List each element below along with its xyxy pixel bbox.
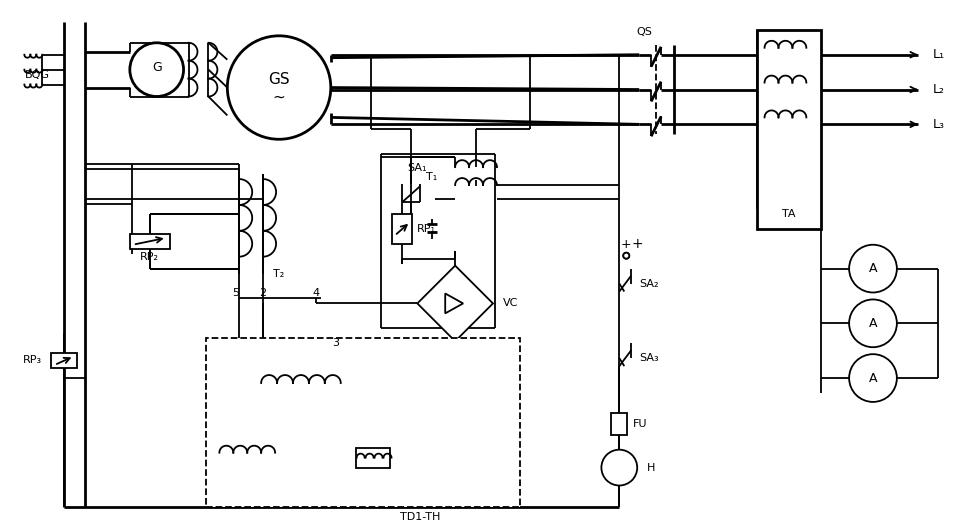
Text: RP₃: RP₃ [23, 355, 43, 365]
Text: A: A [868, 317, 876, 330]
Text: BQG: BQG [24, 70, 49, 79]
Polygon shape [417, 266, 492, 341]
Text: ~: ~ [272, 90, 285, 105]
Bar [756, 30, 821, 229]
Bar [51, 353, 77, 368]
Text: GS: GS [268, 72, 290, 87]
Circle shape [130, 43, 183, 97]
Text: L₂: L₂ [932, 83, 944, 96]
Text: SA₁: SA₁ [407, 163, 426, 173]
Text: +: + [631, 237, 642, 251]
Bar [130, 234, 170, 249]
Text: QS: QS [636, 27, 651, 37]
Polygon shape [445, 293, 462, 313]
Text: 4: 4 [312, 289, 319, 299]
Circle shape [623, 253, 629, 259]
Text: TA: TA [781, 209, 795, 219]
Text: 5: 5 [232, 289, 239, 299]
Text: A: A [868, 262, 876, 275]
Circle shape [848, 300, 896, 347]
Text: VC: VC [502, 299, 517, 309]
Circle shape [227, 36, 330, 139]
Text: TD1-TH: TD1-TH [400, 513, 440, 522]
Bar [206, 338, 519, 507]
Circle shape [848, 354, 896, 402]
Text: 3: 3 [332, 338, 339, 348]
Text: T₂: T₂ [273, 269, 284, 279]
Text: A: A [868, 371, 876, 384]
Text: H: H [646, 462, 655, 473]
Circle shape [848, 245, 896, 292]
Text: 2: 2 [260, 289, 266, 299]
Circle shape [623, 253, 629, 259]
Bar [610, 413, 627, 435]
Text: SA₂: SA₂ [639, 279, 658, 289]
Bar [356, 448, 391, 468]
Text: RP₁: RP₁ [417, 224, 436, 234]
Text: L₃: L₃ [932, 118, 944, 131]
Text: RP₂: RP₂ [141, 252, 159, 262]
Text: FU: FU [633, 419, 647, 429]
Text: +: + [620, 238, 631, 251]
Circle shape [601, 450, 637, 485]
Text: L₁: L₁ [932, 48, 944, 61]
Text: SA₃: SA₃ [639, 353, 658, 363]
Text: G: G [152, 61, 162, 74]
Bar [392, 214, 412, 244]
Text: T₁: T₁ [425, 172, 437, 182]
